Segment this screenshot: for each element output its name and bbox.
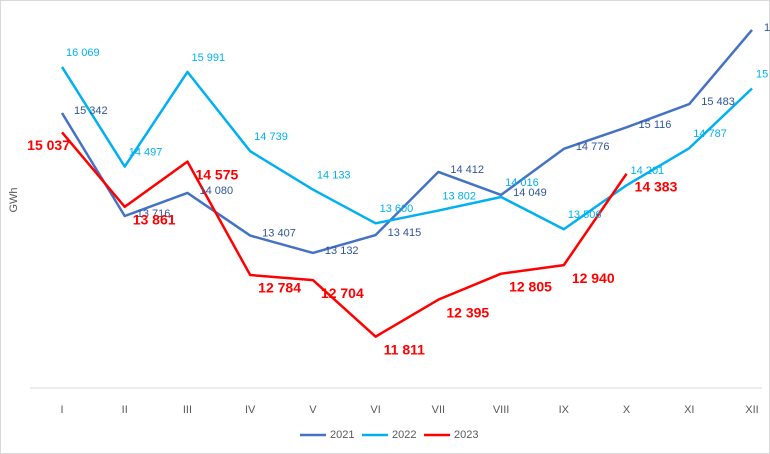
data-label: 14 787 (693, 128, 727, 140)
data-label: 12 805 (509, 278, 552, 294)
y-axis-label: GWh (8, 187, 20, 212)
x-tick-label: XI (684, 404, 694, 416)
data-label: 14 201 (631, 165, 665, 177)
data-label: 13 802 (442, 190, 476, 202)
data-label: 14 383 (635, 178, 678, 194)
data-label: 12 704 (321, 285, 364, 301)
x-tick-label: X (623, 404, 631, 416)
legend-label: 2023 (454, 429, 478, 441)
data-label: 13 407 (262, 227, 296, 239)
x-tick-label: VIII (493, 404, 510, 416)
x-tick-label: VII (432, 404, 445, 416)
data-label: 14 016 (505, 177, 539, 189)
data-label: 13 132 (325, 245, 359, 257)
x-tick-label: XII (745, 404, 758, 416)
data-label: 13 600 (380, 203, 414, 215)
legend-label: 2022 (392, 429, 416, 441)
x-tick-label: V (309, 404, 317, 416)
data-label: 12 784 (258, 280, 301, 296)
data-label: 14 776 (576, 141, 610, 153)
data-label: 16 069 (66, 47, 100, 59)
data-label: 13 716 (137, 208, 171, 220)
x-tick-label: III (183, 404, 192, 416)
data-label: 15 729 (756, 68, 770, 80)
data-label: 13 415 (388, 227, 422, 239)
data-label: 13 861 (133, 212, 176, 228)
data-label: 15 342 (74, 105, 108, 117)
data-label: 11 811 (384, 341, 425, 357)
data-label: 14 575 (195, 166, 238, 182)
x-tick-label: IV (245, 404, 256, 416)
data-label: 12 395 (446, 304, 489, 320)
data-label: 15 037 (27, 137, 70, 153)
x-tick-label: IX (559, 404, 570, 416)
data-label: 14 497 (129, 146, 163, 158)
x-tick-label: VI (370, 404, 380, 416)
data-label: 15 116 (639, 119, 672, 131)
data-label: 15 483 (701, 96, 735, 108)
data-label: 14 412 (450, 164, 484, 176)
series-line (61, 131, 628, 338)
x-tick-label: II (122, 404, 128, 416)
data-label: 14 133 (317, 169, 351, 181)
data-label: 15 991 (191, 52, 225, 64)
data-label: 13 506 (568, 209, 602, 221)
x-tick-label: I (60, 404, 63, 416)
legend-label: 2021 (330, 429, 354, 441)
data-label: 14 080 (199, 185, 233, 197)
data-label: 14 739 (254, 131, 288, 143)
data-label: 14 049 (513, 187, 547, 199)
series-line (60, 29, 753, 255)
data-label: 12 940 (572, 270, 615, 286)
series-line (60, 66, 753, 231)
data-label: 16 654 (764, 22, 770, 34)
